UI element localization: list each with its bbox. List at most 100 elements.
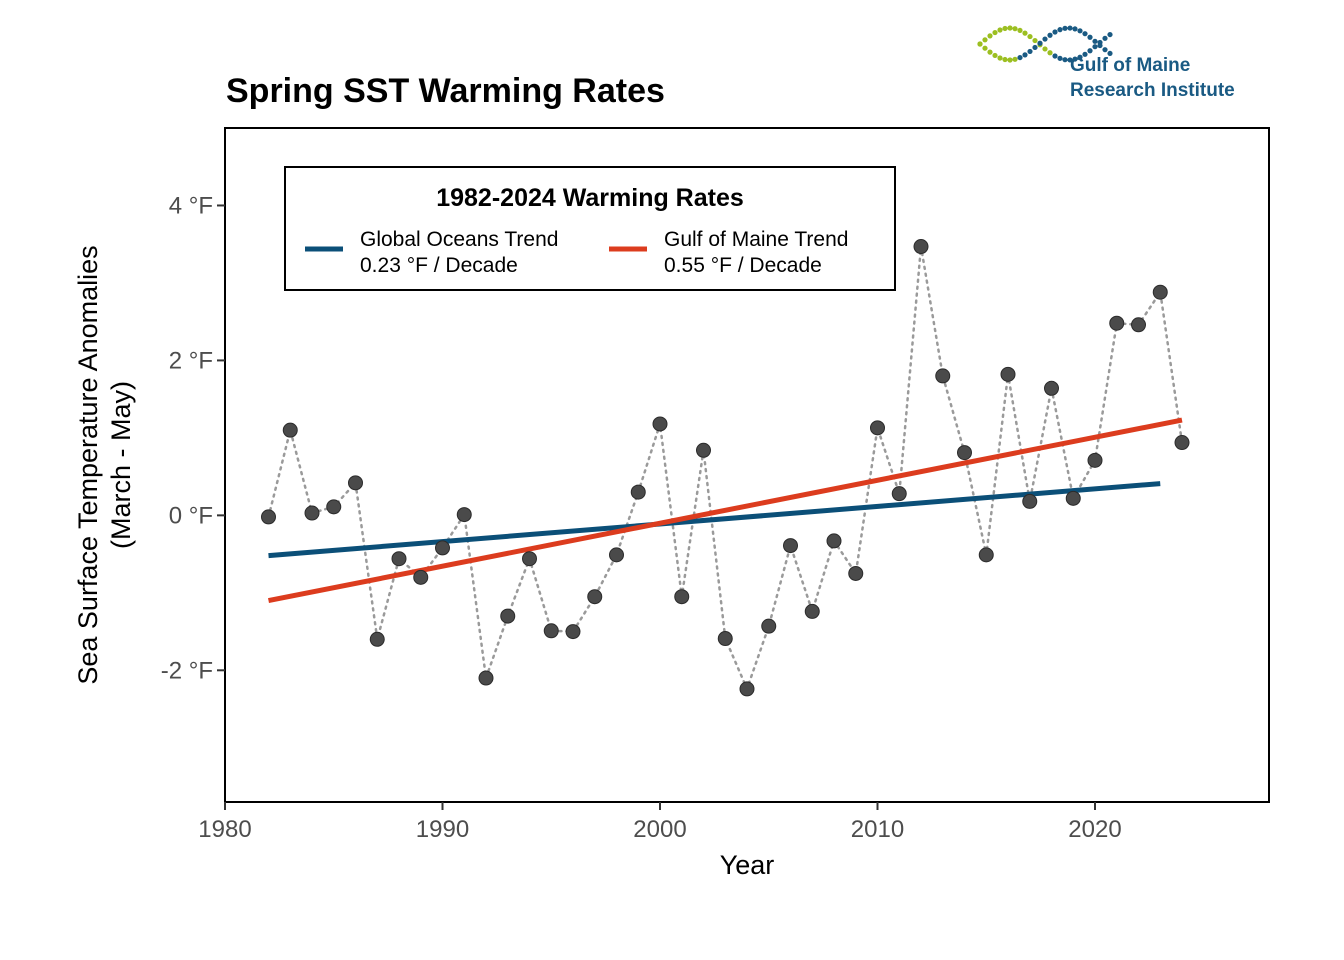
logo-dot [1002,56,1008,63]
data-point-1991 [456,507,472,523]
x-axis: 1980 1990 2000 2010 2020 [198,802,1122,843]
data-point-1986 [348,475,363,491]
x-axis-title: Year [720,850,775,880]
logo-dot [1102,47,1108,53]
logo-dot [1077,28,1083,34]
trend-layer [268,417,1183,604]
legend-label-global: Global Oceans Trend [360,228,558,251]
logo-dot [1057,55,1063,61]
logo-line-1: Gulf of Maine [1070,55,1190,76]
logo-dot [992,29,998,36]
data-point-2024 [1174,435,1190,451]
logo-dot [1042,36,1048,42]
logo-dot [1062,57,1068,63]
y-axis: -2 °F 0 °F 2 °F 4 °F [161,192,225,684]
logo-dot [1037,40,1043,46]
logo-dot [1102,35,1108,41]
data-point-2001 [674,589,690,605]
logo-dot [1107,50,1113,57]
data-point-2017 [1022,493,1038,509]
data-point-1993 [500,608,516,624]
data-point-1984 [304,505,320,521]
y-tick-label-0: 0 °F [169,502,213,529]
data-point-2021 [1109,315,1125,331]
data-point-1992 [478,670,494,686]
logo-dot [1072,56,1078,62]
gulf-trend-line [268,417,1183,604]
logo-dot [1092,44,1098,50]
data-point-1983 [282,422,298,438]
legend-title: 1982-2024 Warming Rates [436,184,744,212]
data-point-1985 [326,499,342,515]
data-point-1988 [391,551,407,567]
data-point-1997 [587,589,603,605]
data-point-1995 [543,623,559,639]
point-layer [261,239,1190,697]
logo-dot [1042,46,1048,52]
logo-dot [1022,52,1028,58]
data-point-2012 [913,239,929,255]
logo-dot [997,27,1003,33]
data-connector-line [267,246,1184,693]
data-point-2004 [739,681,755,697]
data-point-1982 [261,509,276,525]
logo-dot [1047,32,1053,38]
data-point-1989 [413,569,429,585]
logo-dot [1032,37,1038,44]
logo-dot [1027,48,1033,55]
logo-dot [1017,54,1023,61]
logo-dot [997,55,1003,61]
x-tick-label-2000: 2000 [633,816,686,843]
logo-dot [1012,26,1018,32]
x-tick-label-1990: 1990 [416,816,469,843]
logo-dot [1097,42,1103,49]
data-point-2009 [848,565,864,581]
data-point-2006 [783,538,798,554]
logo-dot [1087,48,1093,54]
logo-dot [987,33,993,39]
data-point-2000 [652,416,668,432]
logo: Gulf of Maine Research Institute [977,25,1235,101]
legend-box [284,166,896,291]
chart-title: Spring SST Warming Rates [226,72,665,110]
data-point-2011 [891,486,907,502]
logo-dot [1047,50,1053,56]
y-axis-title-line-2: (March - May) [106,381,136,549]
data-point-1990 [435,540,450,556]
legend-rate-gulf: 0.55 °F / Decade [664,254,822,277]
logo-dot [1027,33,1033,40]
data-point-2019 [1065,490,1081,506]
x-tick-label-2010: 2010 [851,816,904,843]
logo-dot [987,49,993,55]
data-point-2016 [1000,366,1016,382]
y-tick-label-4: 4 °F [169,192,213,219]
logo-dot [982,45,988,51]
data-point-2022 [1131,317,1146,333]
data-point-1987 [369,631,385,647]
data-point-1996 [565,624,581,640]
logo-dot [1012,56,1018,62]
logo-dot [1067,57,1073,63]
logo-dot [1092,38,1098,44]
logo-dot [1082,31,1088,37]
data-point-2014 [957,445,972,461]
data-point-1999 [630,484,646,500]
y-axis-title-line-1: Sea Surface Temperature Anomalies [73,245,103,684]
data-point-2023 [1152,284,1168,300]
logo-dot [1052,53,1058,59]
x-tick-label-2020: 2020 [1068,816,1121,843]
y-tick-label-2: 2 °F [169,347,213,374]
data-point-2018 [1044,380,1059,396]
logo-dot [1087,34,1093,40]
logo-dot [977,41,983,47]
connector-layer [267,246,1184,693]
data-point-2005 [761,618,777,634]
data-point-1994 [522,551,537,567]
global-trend-line [268,481,1161,559]
logo-dot [1032,44,1038,51]
logo-dot [1017,27,1023,34]
logo-dot [1007,57,1013,63]
logo-dot [1107,31,1113,38]
logo-line-2: Research Institute [1070,80,1235,101]
